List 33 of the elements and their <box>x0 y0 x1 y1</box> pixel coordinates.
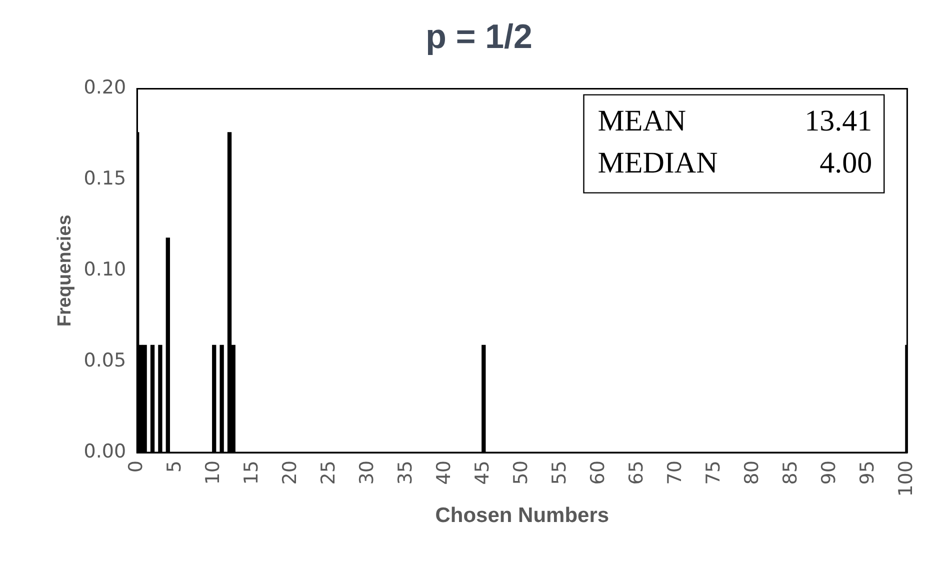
x-axis-title: Chosen Numbers <box>435 504 610 528</box>
x-tick-label: 65 <box>626 460 648 485</box>
x-tick-label: 60 <box>587 460 610 485</box>
x-tick-label: 30 <box>356 460 378 485</box>
annotation: MEDIAN <box>598 146 718 180</box>
x-tick-label: 10 <box>202 460 224 485</box>
x-tick-label: 35 <box>394 460 417 485</box>
x-tick-label: 25 <box>318 460 340 485</box>
y-tick-label: 0.20 <box>84 76 126 99</box>
x-tick-label: 55 <box>548 460 571 485</box>
x-tick-label: 100 <box>895 460 918 497</box>
x-tick-label: 5 <box>164 460 186 473</box>
y-axis-title: Frequencies <box>54 214 76 327</box>
chart-title: p = 1/2 <box>426 18 532 56</box>
y-tick-label: 0.05 <box>84 350 126 372</box>
x-tick-label: 50 <box>510 460 532 485</box>
y-tick-label: 0.15 <box>84 168 126 190</box>
x-tick-label: 45 <box>472 460 494 485</box>
x-tick-label: 40 <box>433 460 456 485</box>
x-tick-label: 0 <box>125 460 148 473</box>
annotation: 4.00 <box>820 146 872 180</box>
x-tick-label: 15 <box>240 460 263 485</box>
x-tick-label: 80 <box>741 460 764 485</box>
x-tick-label: 85 <box>780 460 802 485</box>
y-tick-label: 0.10 <box>84 258 126 281</box>
x-tick-label: 95 <box>856 460 879 485</box>
annotation: 13.41 <box>804 104 872 138</box>
y-tick-label: 0.00 <box>84 440 126 462</box>
x-tick-label: 90 <box>818 460 840 485</box>
x-tick-label: 20 <box>279 460 302 485</box>
x-tick-label: 75 <box>702 460 725 485</box>
x-tick-label: 70 <box>664 460 686 485</box>
annotation: MEAN <box>598 104 686 138</box>
